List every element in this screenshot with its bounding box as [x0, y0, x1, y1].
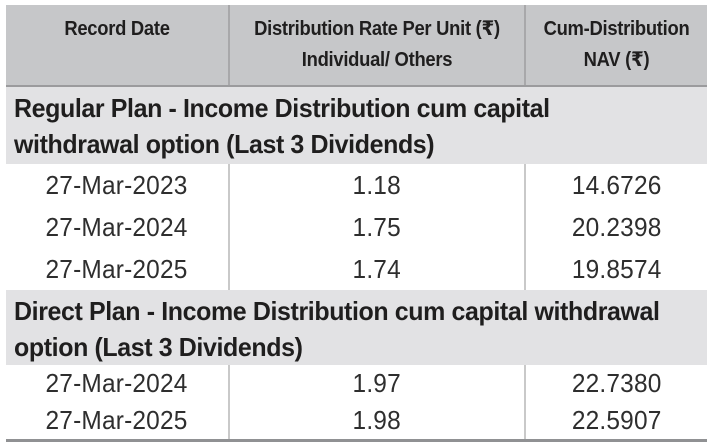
nav-cell: 19.8574: [571, 253, 662, 284]
section-title: Regular Plan - Income Distribution cum c…: [14, 93, 550, 159]
column-header-label-line1: Distribution Rate Per Unit (₹): [254, 18, 500, 40]
nav-cell: 20.2398: [571, 211, 662, 242]
rate-cell: 1.98: [230, 402, 526, 439]
rate-cell: 1.75: [230, 206, 526, 248]
section-header-direct-plan: Direct Plan - Income Distribution cum ca…: [6, 290, 707, 365]
column-header-cum-distribution-nav: Cum-Distribution NAV (₹): [526, 5, 707, 85]
column-header-record-date: Record Date: [6, 5, 230, 85]
table-row: 27-Mar-2025 1.98 22.5907: [6, 402, 707, 439]
column-header-distribution-rate: Distribution Rate Per Unit (₹) Individua…: [230, 5, 526, 85]
record-date-cell: 27-Mar-2024: [6, 365, 230, 402]
dividend-history-table: Record Date Distribution Rate Per Unit (…: [6, 5, 707, 442]
table-header-row: Record Date Distribution Rate Per Unit (…: [6, 5, 707, 87]
column-header-label-line2: NAV (₹): [583, 49, 650, 71]
record-date-cell: 27-Mar-2023: [6, 164, 230, 206]
rate-cell: 1.18: [230, 164, 526, 206]
rate-cell: 1.74: [230, 248, 526, 290]
nav-cell: 14.6726: [571, 169, 662, 200]
section-header-regular-plan: Regular Plan - Income Distribution cum c…: [6, 87, 707, 164]
table-row: 27-Mar-2024 1.75 20.2398: [6, 206, 707, 248]
nav-cell: 22.5907: [571, 405, 662, 435]
section-title: Direct Plan - Income Distribution cum ca…: [14, 296, 660, 362]
table-row: 27-Mar-2023 1.18 14.6726: [6, 164, 707, 206]
column-header-label: Record Date: [64, 18, 170, 40]
record-date-cell: 27-Mar-2025: [6, 402, 230, 439]
record-date-cell: 27-Mar-2024: [6, 206, 230, 248]
rate-cell: 1.97: [230, 365, 526, 402]
column-header-label-line2: Individual/ Others: [301, 49, 453, 71]
table-row: 27-Mar-2025 1.74 19.8574: [6, 248, 707, 290]
record-date-cell: 27-Mar-2025: [6, 248, 230, 290]
nav-cell: 22.7380: [571, 368, 662, 398]
table-row: 27-Mar-2024 1.97 22.7380: [6, 365, 707, 402]
column-header-label-line1: Cum-Distribution: [543, 18, 690, 40]
